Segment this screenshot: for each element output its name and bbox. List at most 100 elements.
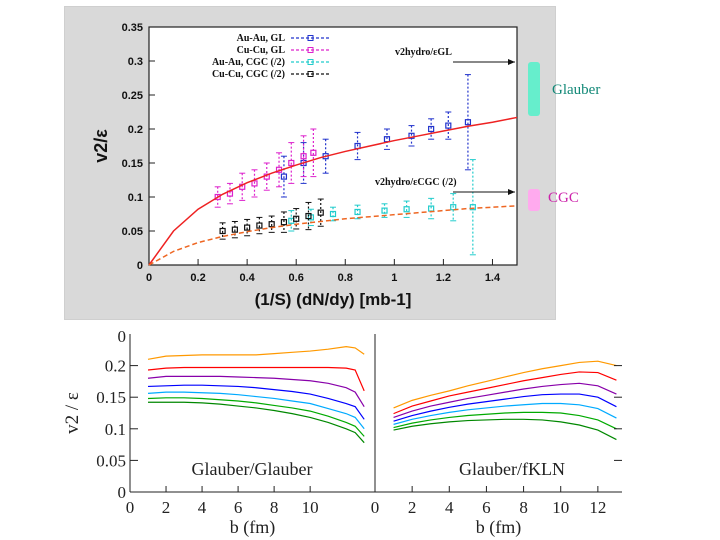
x-tick-label: 4 (445, 498, 454, 517)
data-point (244, 224, 251, 231)
series-line-c3 (147, 375, 365, 407)
x-tick-label: 0 (371, 498, 380, 517)
annotation-cgc-arrowhead (508, 189, 515, 195)
legend-marker (307, 35, 314, 41)
series-line-c2 (393, 371, 617, 415)
y-top-tick-label: 0 (118, 327, 127, 346)
plot-area (148, 26, 518, 266)
data-point (403, 206, 410, 213)
legend-marker (307, 47, 314, 53)
x-tick-label: 10 (302, 498, 319, 517)
series-line-c4 (393, 393, 617, 422)
series-line-c6 (147, 397, 365, 437)
x-tick-label: 0.8 (338, 272, 353, 284)
top-chart: 0 0.2 0.4 0.6 0.8 1 1.2 1.4 0 0.05 0.1 0.15 0.2 0.25 0… (91, 22, 518, 309)
x-tick-label: 2 (408, 498, 417, 517)
y-tick-label: 0 (118, 483, 127, 502)
y-axis-label: v2 / ε (62, 392, 83, 434)
data-point (280, 173, 288, 180)
x-tick-label: 0.2 (190, 272, 205, 284)
fit-curve-line (148, 205, 518, 266)
legend-marker (307, 71, 314, 77)
x-tick-label: 12 (589, 498, 606, 517)
x-tick-label: 0 (146, 272, 152, 284)
y-tick-label: 0.15 (96, 388, 126, 407)
data-point (214, 193, 221, 201)
series-line-c6 (393, 411, 617, 430)
series-line-c4 (147, 384, 365, 420)
data-point (268, 221, 275, 228)
data-point (256, 222, 263, 229)
y-axis-label: v2/ε (91, 129, 111, 163)
top-chart-panel: 0 0.2 0.4 0.6 0.8 1 1.2 1.4 0 0.05 0.1 0.15 0.2 0.25 0… (64, 6, 556, 320)
x-tick-label: 8 (519, 498, 528, 517)
x-axis-label: b (fm) (230, 517, 275, 538)
series-line-c7 (148, 401, 365, 444)
x-tick-label: 1 (391, 272, 397, 284)
x-axis-label: b (fm) (476, 517, 521, 538)
data-point (354, 208, 361, 216)
y-tick-label: 0.25 (122, 90, 143, 102)
series-line-c1 (147, 346, 365, 360)
annotation-cgc: v2hydro/εCGC (/2) (375, 177, 457, 188)
legend-label: Cu-Cu, GL (237, 45, 286, 56)
data-point (464, 119, 472, 126)
data-point (317, 209, 324, 216)
fit-curve-line (148, 116, 518, 266)
x-tick-label: 0.6 (289, 272, 304, 284)
data-point (231, 226, 238, 233)
series-line-c2 (147, 366, 365, 392)
series-line-c5 (393, 402, 617, 425)
legend-label: Au-Au, GL (237, 33, 286, 44)
annotation-gl: v2hydro/εGL (395, 47, 452, 58)
x-tick-label: 8 (270, 498, 279, 517)
series-line-c1 (393, 360, 617, 409)
legend-label: Au-Au, CGC (/2) (212, 57, 285, 68)
panel-title: Glauber/Glauber (192, 459, 313, 479)
data-point (450, 204, 457, 211)
data-point (280, 219, 288, 226)
y-tick-label: 0.35 (122, 22, 143, 34)
panel-title: Glauber/fKLN (459, 459, 565, 479)
y-tick-label: 0.1 (105, 420, 126, 439)
data-point (445, 122, 452, 129)
x-tick-label: 0 (126, 498, 135, 517)
data-point (251, 180, 258, 187)
y-tick-label: 0.2 (128, 124, 143, 136)
y-tick-label: 0.1 (128, 192, 143, 204)
data-point (305, 212, 312, 220)
data-point (219, 227, 226, 235)
y-tick-label: 0.2 (105, 357, 126, 376)
legend-label: Cu-Cu, CGC (/2) (212, 69, 285, 80)
data-point (310, 149, 317, 156)
x-tick-label: 1.2 (436, 272, 451, 284)
cgc-marker-bar (528, 189, 540, 211)
annotation-gl-arrowhead (508, 59, 515, 65)
data-point (469, 204, 476, 211)
y-tick-label: 0.3 (128, 56, 143, 68)
y-tick-label: 0.05 (96, 451, 126, 470)
series-line-c5 (147, 391, 365, 430)
data-point (329, 210, 337, 218)
x-tick-label: 10 (552, 498, 569, 517)
x-tick-label: 6 (234, 498, 243, 517)
y-tick-label: 0.05 (122, 226, 143, 238)
y-tick-label: 0 (137, 260, 143, 272)
y-tick-label: 0.15 (122, 158, 143, 170)
series-line-c3 (393, 382, 617, 418)
glauber-marker-bar (528, 62, 540, 116)
legend-marker (307, 59, 314, 65)
cgc-label: CGC (548, 190, 579, 206)
x-tick-label: 0.4 (239, 272, 255, 284)
series-line-c7 (393, 418, 617, 441)
data-point (293, 215, 300, 222)
data-point (288, 159, 295, 167)
x-tick-label: 6 (482, 498, 491, 517)
x-tick-label: 1.4 (485, 272, 501, 284)
data-point (428, 125, 435, 133)
x-tick-label: 4 (198, 498, 207, 517)
glauber-label: Glauber (552, 82, 601, 98)
data-point (408, 132, 415, 139)
data-point (300, 153, 307, 160)
x-axis-label: (1/S) (dN/dy) [mb-1] (255, 290, 412, 309)
